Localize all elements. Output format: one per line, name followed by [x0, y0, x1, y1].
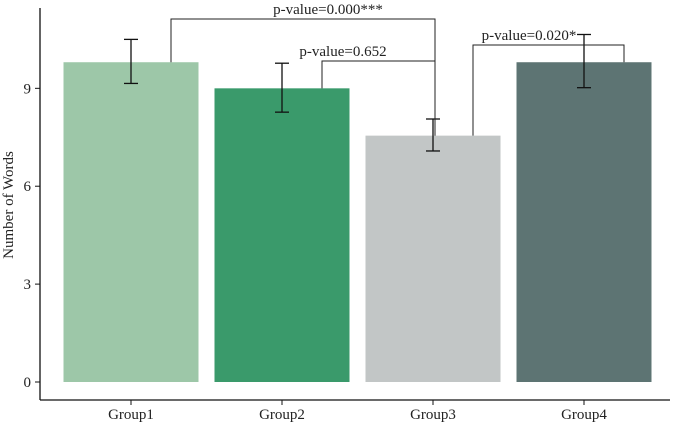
x-tick-label-group1: Group1 [108, 407, 154, 423]
significance-bracket-2 [321, 60, 436, 136]
y-axis-label: Number of Words [1, 151, 17, 259]
bar-group3 [365, 135, 501, 382]
axes-layer: 0 3 6 9 Group1 Group2 Group3 Group4 [24, 8, 670, 423]
significance-label-1: p-value=0.000*** [273, 2, 383, 18]
y-tick-label-0: 0 [24, 375, 32, 391]
x-tick-label-group4: Group4 [561, 407, 607, 423]
y-tick-label-3: 3 [24, 277, 32, 293]
significance-brackets-layer: p-value=0.000*** p-value=0.652 p-value=0.0… [170, 2, 625, 136]
x-tick-label-group2: Group2 [259, 407, 305, 423]
bar-group4 [516, 62, 652, 382]
x-tick-label-group3: Group3 [410, 407, 456, 423]
error-bars-layer [124, 33, 591, 152]
bar-group2 [214, 88, 350, 382]
bars-layer [63, 62, 652, 382]
bar-group1 [63, 62, 199, 382]
y-tick-label-6: 6 [24, 179, 32, 195]
significance-bracket-3 [472, 44, 625, 136]
significance-label-3: p-value=0.020* [482, 28, 577, 44]
significance-label-2: p-value=0.652 [299, 44, 386, 60]
y-tick-label-9: 9 [24, 81, 32, 97]
